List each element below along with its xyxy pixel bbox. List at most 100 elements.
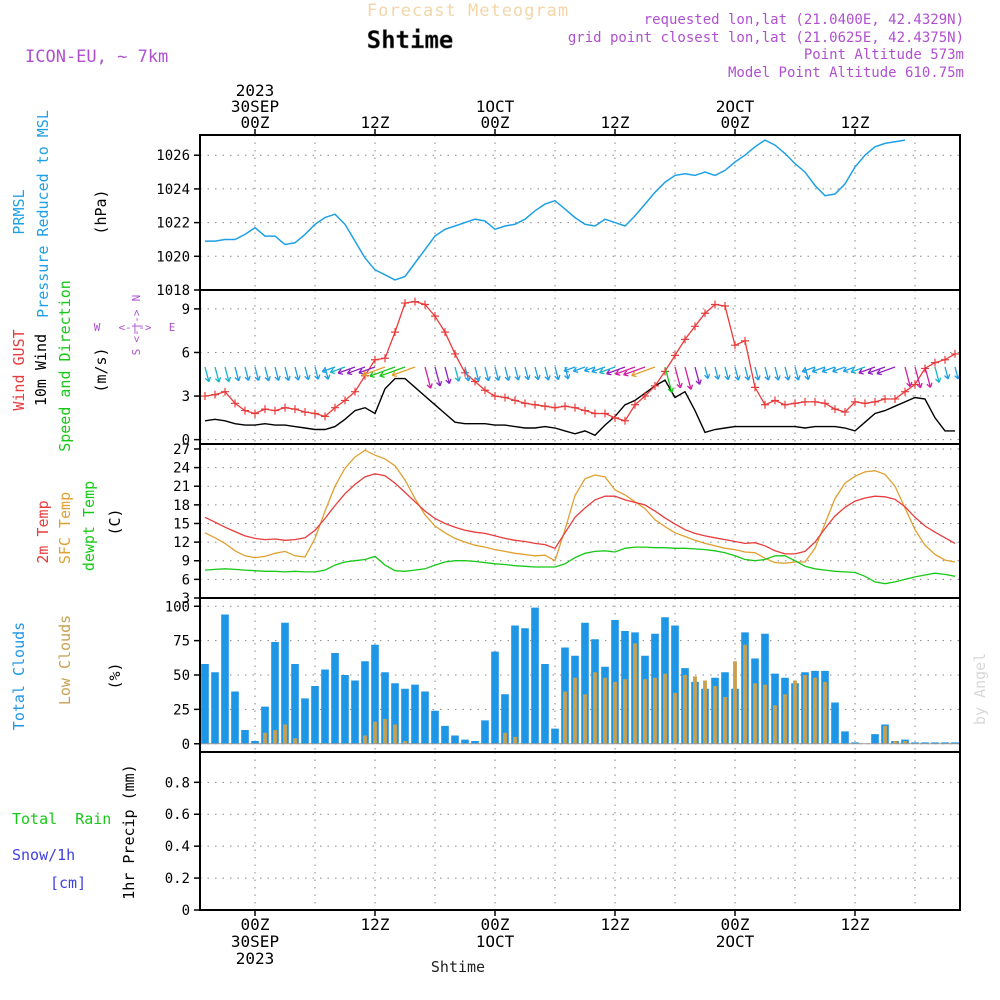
y-tick-label: 0.6: [165, 807, 190, 823]
total-rain-label: Total Rain: [12, 810, 111, 828]
total-cloud-bar: [441, 725, 449, 744]
total-cloud-bar: [491, 651, 499, 744]
y-tick-label: 75: [173, 634, 190, 650]
total-cloud-bar: [671, 625, 679, 744]
compass-north: N: [130, 295, 143, 302]
low-cloud-bar: [713, 686, 717, 744]
gust-marker: [491, 392, 499, 401]
gust-marker: [821, 399, 829, 408]
x-label-bottom: 12Z: [361, 915, 390, 934]
low-cloud-bar: [503, 732, 507, 744]
gust-marker: [211, 390, 219, 399]
low-cloud-bar: [783, 694, 787, 744]
x-label-bottom: 00Z: [241, 915, 270, 934]
total-cloud-bar: [371, 644, 379, 744]
x-label-top: 00Z: [241, 113, 270, 132]
wind-arrow: [544, 366, 551, 381]
wind-arrow: [264, 366, 271, 382]
footer-station: Shtime: [431, 958, 485, 976]
wind-arrow: [734, 366, 741, 381]
low-cloud-bar: [273, 730, 277, 744]
requested-coords: requested lon,lat (21.0400E, 42.4329N): [644, 12, 964, 28]
gridpoint-coords: grid point closest lon,lat (21.0625E, 42…: [568, 30, 964, 46]
low-cloud-bar: [883, 725, 887, 744]
gust-marker: [891, 394, 899, 403]
gust-label: Wind GUST: [10, 329, 28, 410]
wind-arrow: [321, 366, 336, 374]
low-clouds-label: Low Clouds: [56, 615, 74, 705]
wind-arrow: [361, 366, 386, 377]
wind-arrow: [554, 366, 561, 381]
low-cloud-bar: [903, 741, 907, 744]
total-cloud-bar: [251, 741, 259, 744]
gust-line: [204, 300, 956, 422]
gust-marker: [531, 400, 539, 409]
x-label-top: 30SEP: [231, 97, 279, 116]
low-cloud-bar: [743, 644, 747, 744]
gust-marker: [521, 399, 529, 408]
x-label-top: 2OCT: [716, 97, 755, 116]
wind-arrow: [606, 366, 626, 376]
y-tick-label: 1022: [156, 216, 190, 232]
watermark: by Angel: [971, 653, 989, 725]
wind-arrow: [454, 366, 461, 382]
y-tick-label: 6: [182, 345, 190, 361]
gust-marker: [451, 349, 459, 358]
x-label-top: 12Z: [841, 113, 870, 132]
x-label-top: 12Z: [361, 113, 390, 132]
temp-labels: 2m Temp SFC Temp dewpt Temp (C): [34, 481, 124, 571]
low-cloud-bar: [813, 677, 817, 744]
total-cloud-bar: [261, 706, 269, 744]
x-label-bottom: 00Z: [721, 915, 750, 934]
x-label-bottom: 1OCT: [476, 932, 515, 951]
y-tick-label: 0: [182, 433, 190, 449]
low-cloud-bar: [703, 680, 707, 744]
total-cloud-bar: [401, 688, 409, 744]
wind-arrow: [954, 366, 961, 380]
gust-marker: [561, 402, 569, 411]
total-cloud-bar: [531, 607, 539, 744]
low-cloud-bar: [383, 719, 387, 744]
total-cloud-bar: [271, 642, 279, 744]
wind-arrow: [694, 366, 702, 385]
gust-marker: [811, 397, 819, 406]
wind-arrow: [464, 366, 471, 382]
wind-arrow: [821, 366, 836, 374]
wind-arrow: [224, 366, 232, 383]
total-cloud-bar: [431, 710, 439, 744]
wind-arrow: [674, 366, 683, 389]
gust-marker: [281, 403, 289, 412]
gust-marker: [691, 322, 699, 331]
precip-unit: 1hr Precip (mm): [120, 764, 138, 899]
wind-arrow: [294, 366, 301, 381]
wind-arrow: [623, 366, 646, 377]
axis-layer: 1018102010221024102603693691215182124270…: [156, 81, 961, 968]
gust-marker: [631, 400, 639, 409]
low-cloud-bar: [603, 677, 607, 744]
gust-marker: [751, 383, 759, 392]
gust-marker: [941, 355, 949, 364]
wind-arrow: [631, 366, 656, 378]
wind-speed-dir-label: Speed and Direction: [56, 280, 74, 452]
low-cloud-bar: [693, 676, 697, 744]
wind-arrow: [234, 366, 241, 382]
wind-arrow: [944, 366, 951, 380]
gust-marker: [271, 406, 279, 415]
gust-marker: [421, 300, 429, 309]
wind-arrow: [514, 366, 521, 381]
data-layer: [200, 139, 961, 745]
y-tick-label: 50: [173, 668, 190, 684]
wind-arrow: [804, 366, 811, 381]
gust-marker: [701, 309, 709, 318]
low-cloud-bar: [773, 705, 777, 744]
gust-marker: [601, 409, 609, 418]
y-tick-label: 1026: [156, 148, 190, 164]
low-cloud-bar: [623, 679, 627, 744]
gust-marker: [321, 412, 329, 421]
low-cloud-bar: [893, 741, 897, 744]
low-cloud-bar: [393, 724, 397, 744]
gust-marker: [621, 416, 629, 425]
total-cloud-bar: [831, 702, 839, 744]
total-cloud-bar: [841, 731, 849, 744]
